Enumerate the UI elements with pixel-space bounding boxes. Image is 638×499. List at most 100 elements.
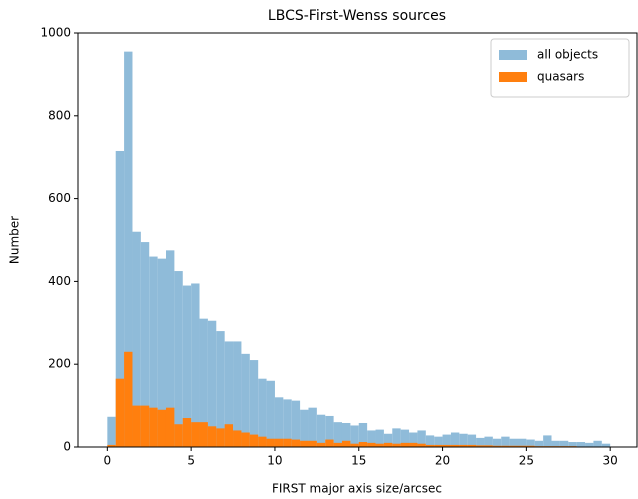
histogram-bar	[367, 430, 376, 447]
histogram-bar	[333, 422, 342, 447]
histogram-bar	[492, 445, 502, 447]
histogram-bar	[300, 440, 309, 447]
histogram-bar	[132, 405, 141, 447]
histogram-bar	[174, 271, 183, 447]
histogram-bar	[157, 258, 166, 447]
histogram-bar	[409, 442, 418, 447]
histogram-bar	[434, 436, 443, 447]
x-tick-label: 25	[519, 454, 534, 468]
histogram-bar	[191, 422, 200, 447]
histogram-bar	[207, 320, 217, 447]
histogram-bar	[392, 428, 401, 447]
x-axis-label: FIRST major axis size/arcsec	[272, 482, 442, 496]
histogram-bar	[216, 428, 225, 447]
histogram-bar	[199, 422, 208, 447]
histogram-bar	[291, 439, 301, 447]
y-tick-label: 1000	[40, 26, 71, 40]
y-tick-label: 600	[48, 191, 71, 205]
x-tick-label: 30	[603, 454, 618, 468]
histogram-bar	[375, 443, 384, 447]
histogram-bar	[300, 409, 309, 447]
histogram-bar	[140, 242, 150, 447]
x-tick-label: 20	[435, 454, 450, 468]
histogram-bar	[157, 409, 166, 447]
histogram-bar	[442, 434, 451, 447]
histogram-bar	[559, 440, 569, 447]
histogram-bar	[425, 444, 435, 447]
histogram-bar	[291, 400, 301, 447]
histogram-bar	[585, 442, 594, 447]
y-tick-label: 400	[48, 274, 71, 288]
histogram-bar	[308, 407, 317, 447]
histogram-bar	[568, 442, 577, 447]
histogram-bar	[124, 351, 133, 447]
y-tick-label: 0	[63, 440, 71, 454]
histogram-bar	[459, 444, 468, 447]
histogram-bar	[274, 438, 284, 447]
y-tick-label: 800	[48, 108, 71, 122]
histogram-bar	[593, 440, 602, 447]
histogram-bar	[358, 422, 368, 447]
y-tick-label: 200	[48, 357, 71, 371]
histogram-bar	[233, 341, 242, 447]
histogram-bar	[534, 440, 544, 447]
histogram-bar	[450, 444, 460, 447]
histogram-bar	[501, 445, 510, 447]
histogram-bar	[182, 285, 192, 447]
histogram-bar	[341, 440, 351, 447]
histogram-bar	[400, 429, 410, 447]
x-tick-label: 0	[104, 454, 112, 468]
legend-swatch	[499, 72, 527, 82]
histogram-bar	[182, 418, 192, 447]
histogram-bar	[484, 445, 493, 447]
histogram-bar	[266, 380, 275, 447]
histogram-bar	[258, 436, 267, 447]
histogram-bar	[124, 51, 133, 447]
chart-title: LBCS-First-Wenss sources	[268, 8, 446, 24]
histogram-bar	[358, 442, 368, 447]
histogram-bar	[149, 407, 158, 447]
histogram-bar	[241, 353, 250, 447]
histogram-bar	[601, 443, 611, 447]
histogram-bar	[207, 426, 217, 447]
histogram-bar	[165, 407, 175, 447]
histogram-bar	[325, 439, 334, 447]
histogram-bar	[492, 438, 502, 447]
histogram-bar	[509, 445, 518, 447]
histogram-bar	[383, 433, 393, 447]
histogram-bar	[576, 442, 586, 447]
histogram-bar	[316, 442, 326, 447]
histogram-bar	[115, 378, 125, 447]
histogram-bar	[283, 438, 292, 447]
histogram-bar	[551, 440, 560, 447]
histogram-bar	[350, 425, 359, 447]
histogram-bar	[375, 429, 384, 447]
histogram-bar	[543, 435, 552, 447]
histogram-bar	[266, 438, 275, 447]
histogram-bar	[174, 424, 183, 447]
histogram-bar	[115, 150, 125, 448]
legend-label: all objects	[537, 48, 598, 62]
x-tick-label: 5	[187, 454, 195, 468]
histogram-bar	[308, 440, 317, 447]
histogram-bar	[367, 442, 376, 447]
histogram-bar	[350, 443, 359, 447]
histogram-bar	[274, 397, 284, 447]
histogram-bar	[107, 416, 116, 447]
histogram-bar	[199, 318, 208, 447]
histogram-bar	[241, 432, 250, 447]
histogram-bar	[476, 437, 485, 447]
histogram-bar	[526, 445, 535, 447]
histogram-bar	[434, 444, 443, 447]
histogram-bar	[316, 414, 326, 447]
histogram-bar	[526, 439, 535, 447]
histogram-bar	[392, 443, 401, 447]
histogram-bar	[233, 430, 242, 447]
histogram-bar	[442, 444, 451, 447]
x-tick-label: 10	[267, 454, 282, 468]
histogram-bar	[249, 434, 259, 447]
histogram-bar	[140, 405, 150, 447]
histogram-bar	[459, 433, 468, 447]
histogram-bar	[509, 438, 518, 447]
